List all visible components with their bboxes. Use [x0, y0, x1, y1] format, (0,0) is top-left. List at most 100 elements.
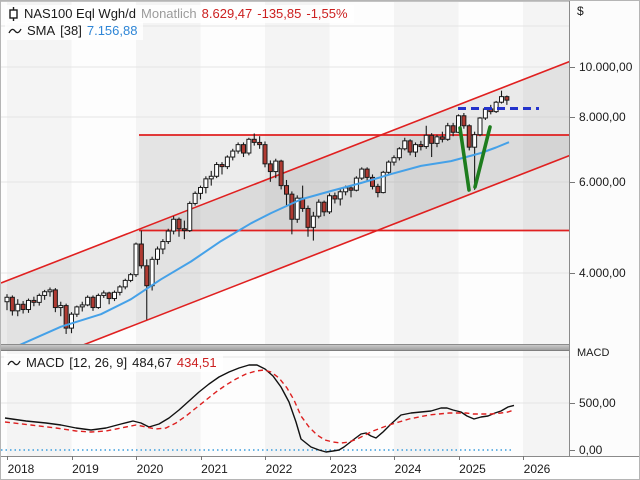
candle-body	[466, 125, 472, 148]
candle-body	[4, 296, 10, 303]
candle-body	[499, 96, 504, 103]
candle-body	[241, 144, 246, 154]
time-axis-tick	[329, 456, 331, 460]
candle-body	[273, 160, 279, 173]
candle-body	[144, 265, 150, 287]
symbol-legend[interactable]: NAS100 Eql Wgh/d Monatlich 8.629,47 -135…	[5, 5, 354, 23]
candle-body	[42, 291, 48, 296]
channel-upper-line	[1, 60, 569, 284]
candle-body	[267, 163, 273, 173]
candle-body	[327, 195, 332, 213]
candle-body	[235, 144, 241, 152]
year-label: 2024	[394, 462, 422, 476]
time-axis-pane[interactable]	[1, 456, 639, 479]
macd-axis-tick	[570, 450, 575, 451]
macd-value: 484,67	[132, 355, 172, 370]
candle-body	[160, 241, 166, 250]
time-axis-tick	[7, 456, 8, 460]
candle-body	[456, 115, 461, 133]
macd-legend[interactable]: MACD [12, 26, 9] 484,67 434,51	[4, 354, 223, 372]
candle-body	[439, 136, 445, 140]
candle-body	[26, 299, 31, 311]
candle-body	[289, 193, 295, 220]
year-label: 2025	[459, 462, 486, 476]
price-axis-tick	[570, 182, 575, 183]
indicator-wave-icon	[8, 28, 22, 34]
candle-body	[445, 125, 451, 140]
green-v-annotation	[473, 125, 492, 189]
candle-body	[257, 141, 263, 146]
year-stripe	[523, 2, 569, 345]
candle-body	[85, 296, 91, 306]
year-label: 2019	[72, 462, 99, 476]
symbol-name: NAS100 Eql Wgh/d	[24, 6, 137, 21]
time-axis-tick	[71, 456, 73, 460]
candle-body	[171, 218, 177, 232]
price-axis-tick	[570, 117, 575, 118]
candle-body	[407, 140, 413, 153]
candle-body	[310, 215, 316, 228]
candle-body	[359, 168, 365, 179]
candle-body	[208, 175, 214, 180]
candlestick-icon	[9, 7, 18, 21]
candle-body	[95, 294, 101, 309]
candle-body	[224, 156, 230, 168]
candle-body	[198, 187, 203, 194]
candle-body	[187, 202, 193, 232]
candle-body	[284, 185, 289, 195]
timeframe-label: Monatlich	[141, 6, 197, 21]
time-axis-tick	[200, 456, 202, 460]
macd-name: MACD	[26, 355, 65, 370]
price-change-pct: -1,55%	[306, 6, 348, 21]
candle-body	[203, 178, 209, 189]
candle-body	[472, 134, 478, 148]
candle-body	[122, 279, 128, 288]
macd-axis-label: 0,00	[579, 443, 603, 457]
year-label: 2018	[7, 462, 35, 476]
price-axis-label: 8.000,00	[579, 110, 626, 124]
candle-body	[434, 136, 440, 144]
year-label: 2021	[201, 462, 228, 476]
candle-body	[294, 197, 300, 220]
candle-body	[402, 140, 408, 150]
year-stripe	[7, 2, 72, 345]
candle-body	[69, 313, 74, 329]
candle-body	[165, 230, 171, 243]
year-label: 2022	[265, 462, 293, 476]
candle-body	[321, 201, 327, 213]
candle-body	[106, 292, 112, 300]
candle-body	[364, 168, 370, 178]
candle-body	[386, 161, 392, 173]
candle-body	[36, 294, 42, 303]
candle-body	[58, 305, 64, 309]
candle-body	[348, 187, 354, 191]
candle-body	[74, 306, 80, 315]
candle-body	[101, 292, 107, 296]
candle-body	[9, 296, 15, 312]
panel-divider[interactable]	[1, 344, 569, 351]
candle-body	[176, 218, 182, 230]
sma-legend[interactable]: SMA [38] 7.156,88	[5, 22, 144, 40]
time-axis-tick	[265, 456, 266, 460]
year-label: 2026	[523, 462, 551, 476]
time-axis-tick	[136, 456, 137, 460]
time-axis-tick	[458, 456, 460, 460]
candle-body	[337, 191, 343, 200]
candle-body	[246, 138, 252, 154]
sma-name: SMA	[27, 23, 56, 38]
price-axis-pane[interactable]	[569, 1, 639, 457]
sma-period: [38]	[60, 23, 82, 38]
candle-body	[219, 164, 225, 168]
price-axis-unit: $	[577, 4, 584, 18]
candle-body	[429, 134, 435, 144]
candle-body	[461, 115, 467, 127]
macd-line	[4, 364, 515, 453]
price-axis-tick	[570, 273, 575, 274]
candle-body	[192, 192, 198, 204]
candle-body	[31, 299, 37, 303]
candle-body	[181, 228, 187, 232]
candle-body	[155, 248, 160, 260]
